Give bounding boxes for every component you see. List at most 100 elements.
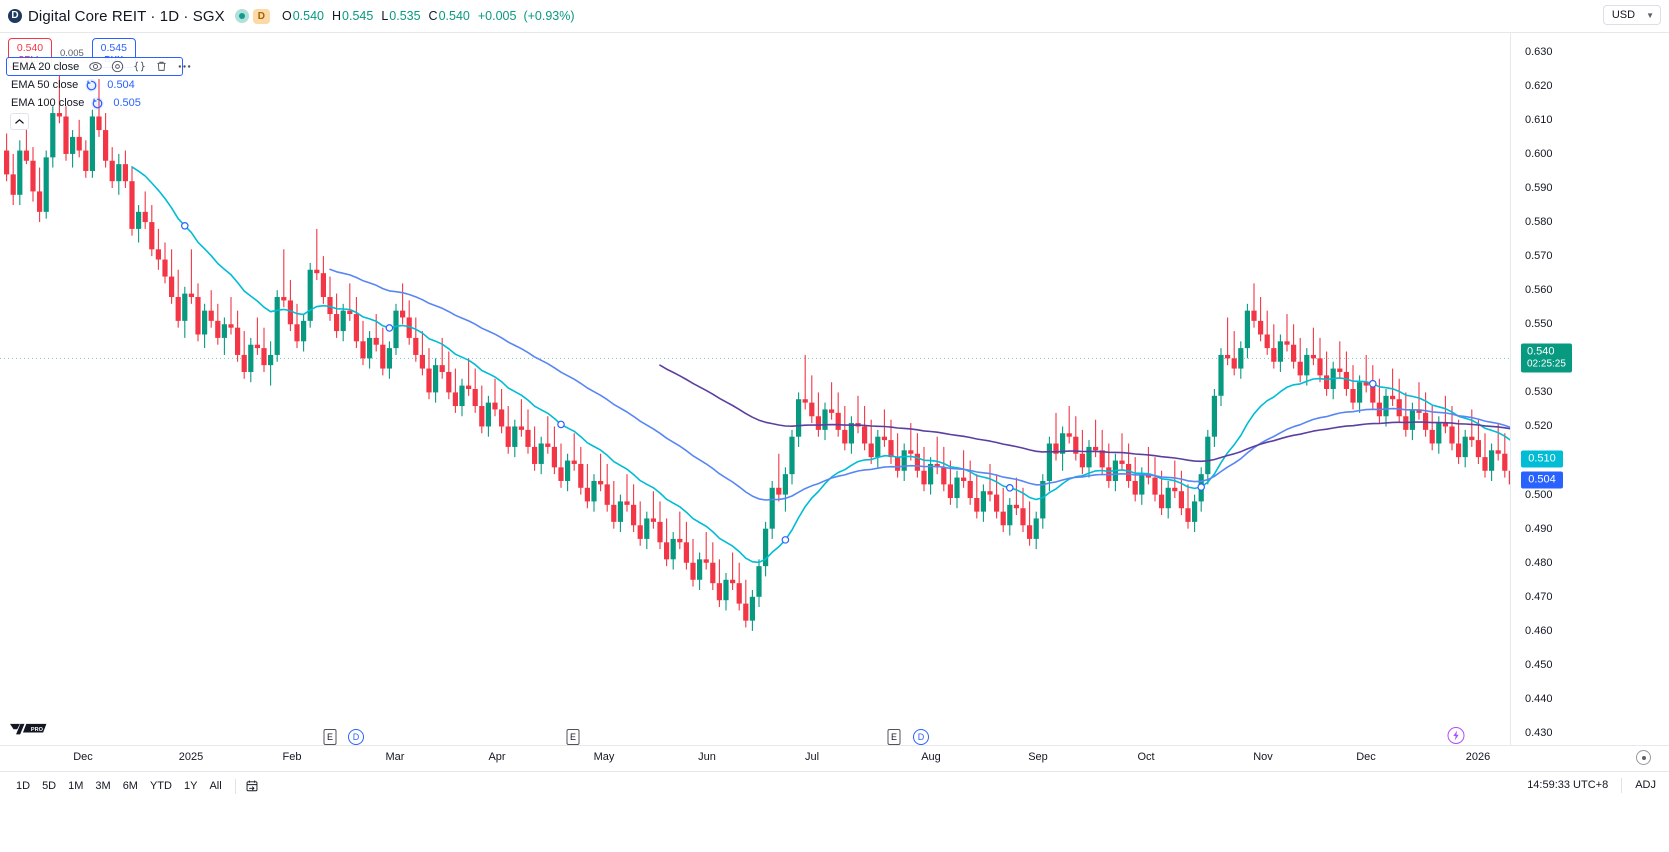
range-button-1m[interactable]: 1M <box>68 780 84 792</box>
candle <box>479 385 485 434</box>
candle <box>254 317 260 355</box>
ema50-price-badge[interactable]: 0.504 <box>1521 471 1563 489</box>
svg-text:PRO: PRO <box>31 727 44 733</box>
collapse-legend-button[interactable] <box>10 113 29 130</box>
candle <box>558 443 564 488</box>
candle <box>142 191 148 229</box>
range-button-6m[interactable]: 6M <box>122 780 138 792</box>
price-tick: 0.530 <box>1525 386 1553 399</box>
session-badge[interactable]: D <box>252 8 270 24</box>
candle <box>1020 487 1026 533</box>
sell-price: 0.540 <box>16 41 44 54</box>
price-axis[interactable]: 0.630 0.620 0.610 0.600 0.590 0.580 0.570 0.560… <box>1510 33 1669 745</box>
candle <box>83 140 89 178</box>
candle <box>512 419 518 458</box>
candle <box>1165 480 1171 519</box>
candle <box>63 106 69 161</box>
time-tick: Apr <box>488 751 506 763</box>
candle <box>235 310 241 362</box>
legend-item-ema50[interactable]: EMA 50 close 0.504 <box>6 76 183 94</box>
settings-target-icon[interactable] <box>111 60 124 73</box>
chart-pane[interactable] <box>0 33 1510 745</box>
price-tick: 0.610 <box>1525 113 1553 126</box>
candle <box>1264 310 1270 355</box>
candle <box>578 446 584 495</box>
price-tick: 0.480 <box>1525 556 1553 569</box>
candle <box>934 436 940 475</box>
last-price-badge[interactable]: 0.540 02:25:25 <box>1521 343 1572 373</box>
earnings-marker[interactable]: E <box>566 729 580 745</box>
divider <box>234 778 236 794</box>
candle <box>89 109 95 178</box>
price-tick: 0.550 <box>1525 318 1553 331</box>
candle <box>327 276 333 321</box>
range-button-3m[interactable]: 3M <box>95 780 111 792</box>
candle <box>23 126 29 165</box>
ohlc-open-label: O <box>281 9 292 23</box>
range-button-1d[interactable]: 1D <box>16 780 31 792</box>
clock-label[interactable]: 14:59:33 UTC+8 <box>1527 779 1609 791</box>
range-button-all[interactable]: All <box>209 780 222 792</box>
ohlc-close-label: C <box>428 9 438 23</box>
ohlc-close-value: 0.540 <box>438 9 470 23</box>
price-tick: 0.430 <box>1525 727 1553 740</box>
candle <box>941 446 947 492</box>
earnings-marker[interactable]: E <box>323 729 337 745</box>
candle <box>967 460 973 505</box>
ema-point-marker[interactable] <box>1369 379 1377 388</box>
candle <box>221 317 227 355</box>
badge-price: 0.540 <box>1527 345 1555 358</box>
currency-selector[interactable]: USD ▼ <box>1602 5 1661 25</box>
date-range-icon[interactable] <box>243 777 261 795</box>
ohlc-change-pct: (+0.93%) <box>523 9 575 23</box>
ema-point-marker[interactable] <box>557 420 565 429</box>
time-tick: May <box>593 751 615 763</box>
source-code-icon[interactable] <box>133 60 146 73</box>
candle <box>4 133 10 182</box>
candle <box>340 303 346 342</box>
badge-countdown: 02:25:25 <box>1527 358 1566 370</box>
dividend-marker[interactable]: D <box>913 729 929 745</box>
candle <box>419 331 425 376</box>
trash-icon[interactable] <box>155 60 168 73</box>
eye-icon[interactable] <box>89 60 102 73</box>
candle <box>756 559 762 608</box>
candle <box>631 484 637 533</box>
ema-point-marker[interactable] <box>181 221 189 230</box>
axis-settings-icon[interactable] <box>1636 750 1651 765</box>
range-button-ytd[interactable]: YTD <box>149 780 172 792</box>
candle <box>644 511 650 550</box>
candle <box>505 406 511 454</box>
event-bolt-marker[interactable] <box>1447 727 1465 744</box>
price-chart[interactable] <box>0 33 1510 745</box>
ema20-price-badge[interactable]: 0.510 <box>1521 450 1563 468</box>
ohlc-change: +0.005 <box>477 9 517 23</box>
ema-point-marker[interactable] <box>1197 483 1206 491</box>
legend-item-ema20[interactable]: EMA 20 close <box>6 57 191 76</box>
candle <box>202 303 208 349</box>
range-button-1y[interactable]: 1Y <box>183 780 198 792</box>
candle <box>796 392 802 447</box>
time-axis[interactable]: Dec 2025 Feb Mar Apr May Jun Jul Aug Sep Oct Nov Dec… <box>0 745 1669 771</box>
earnings-marker[interactable]: E <box>887 729 901 745</box>
price-tick: 0.590 <box>1525 182 1553 194</box>
range-button-5d[interactable]: 5D <box>42 780 57 792</box>
candle <box>301 314 307 352</box>
candle <box>1251 283 1257 328</box>
dividend-marker[interactable]: D <box>348 729 364 745</box>
legend-item-ema100[interactable]: EMA 100 close 0.505 <box>6 94 183 112</box>
time-tick: Feb <box>282 751 302 763</box>
ema-point-marker[interactable] <box>781 536 790 544</box>
price-tick: 0.520 <box>1525 420 1553 433</box>
page-title[interactable]: Digital Core REIT · 1D · SGX <box>28 7 225 25</box>
candle <box>281 249 287 308</box>
candle <box>406 300 412 345</box>
range-selector: 1D 5D 1M 3M 6M YTD 1Y All <box>10 777 261 795</box>
candle <box>538 436 544 475</box>
candle <box>1046 436 1052 492</box>
more-options-icon[interactable] <box>177 60 192 73</box>
adjustment-toggle[interactable]: ADJ <box>1635 779 1656 791</box>
ema-point-marker[interactable] <box>1005 484 1014 492</box>
candle <box>835 392 841 437</box>
ema-point-marker[interactable] <box>385 324 394 332</box>
